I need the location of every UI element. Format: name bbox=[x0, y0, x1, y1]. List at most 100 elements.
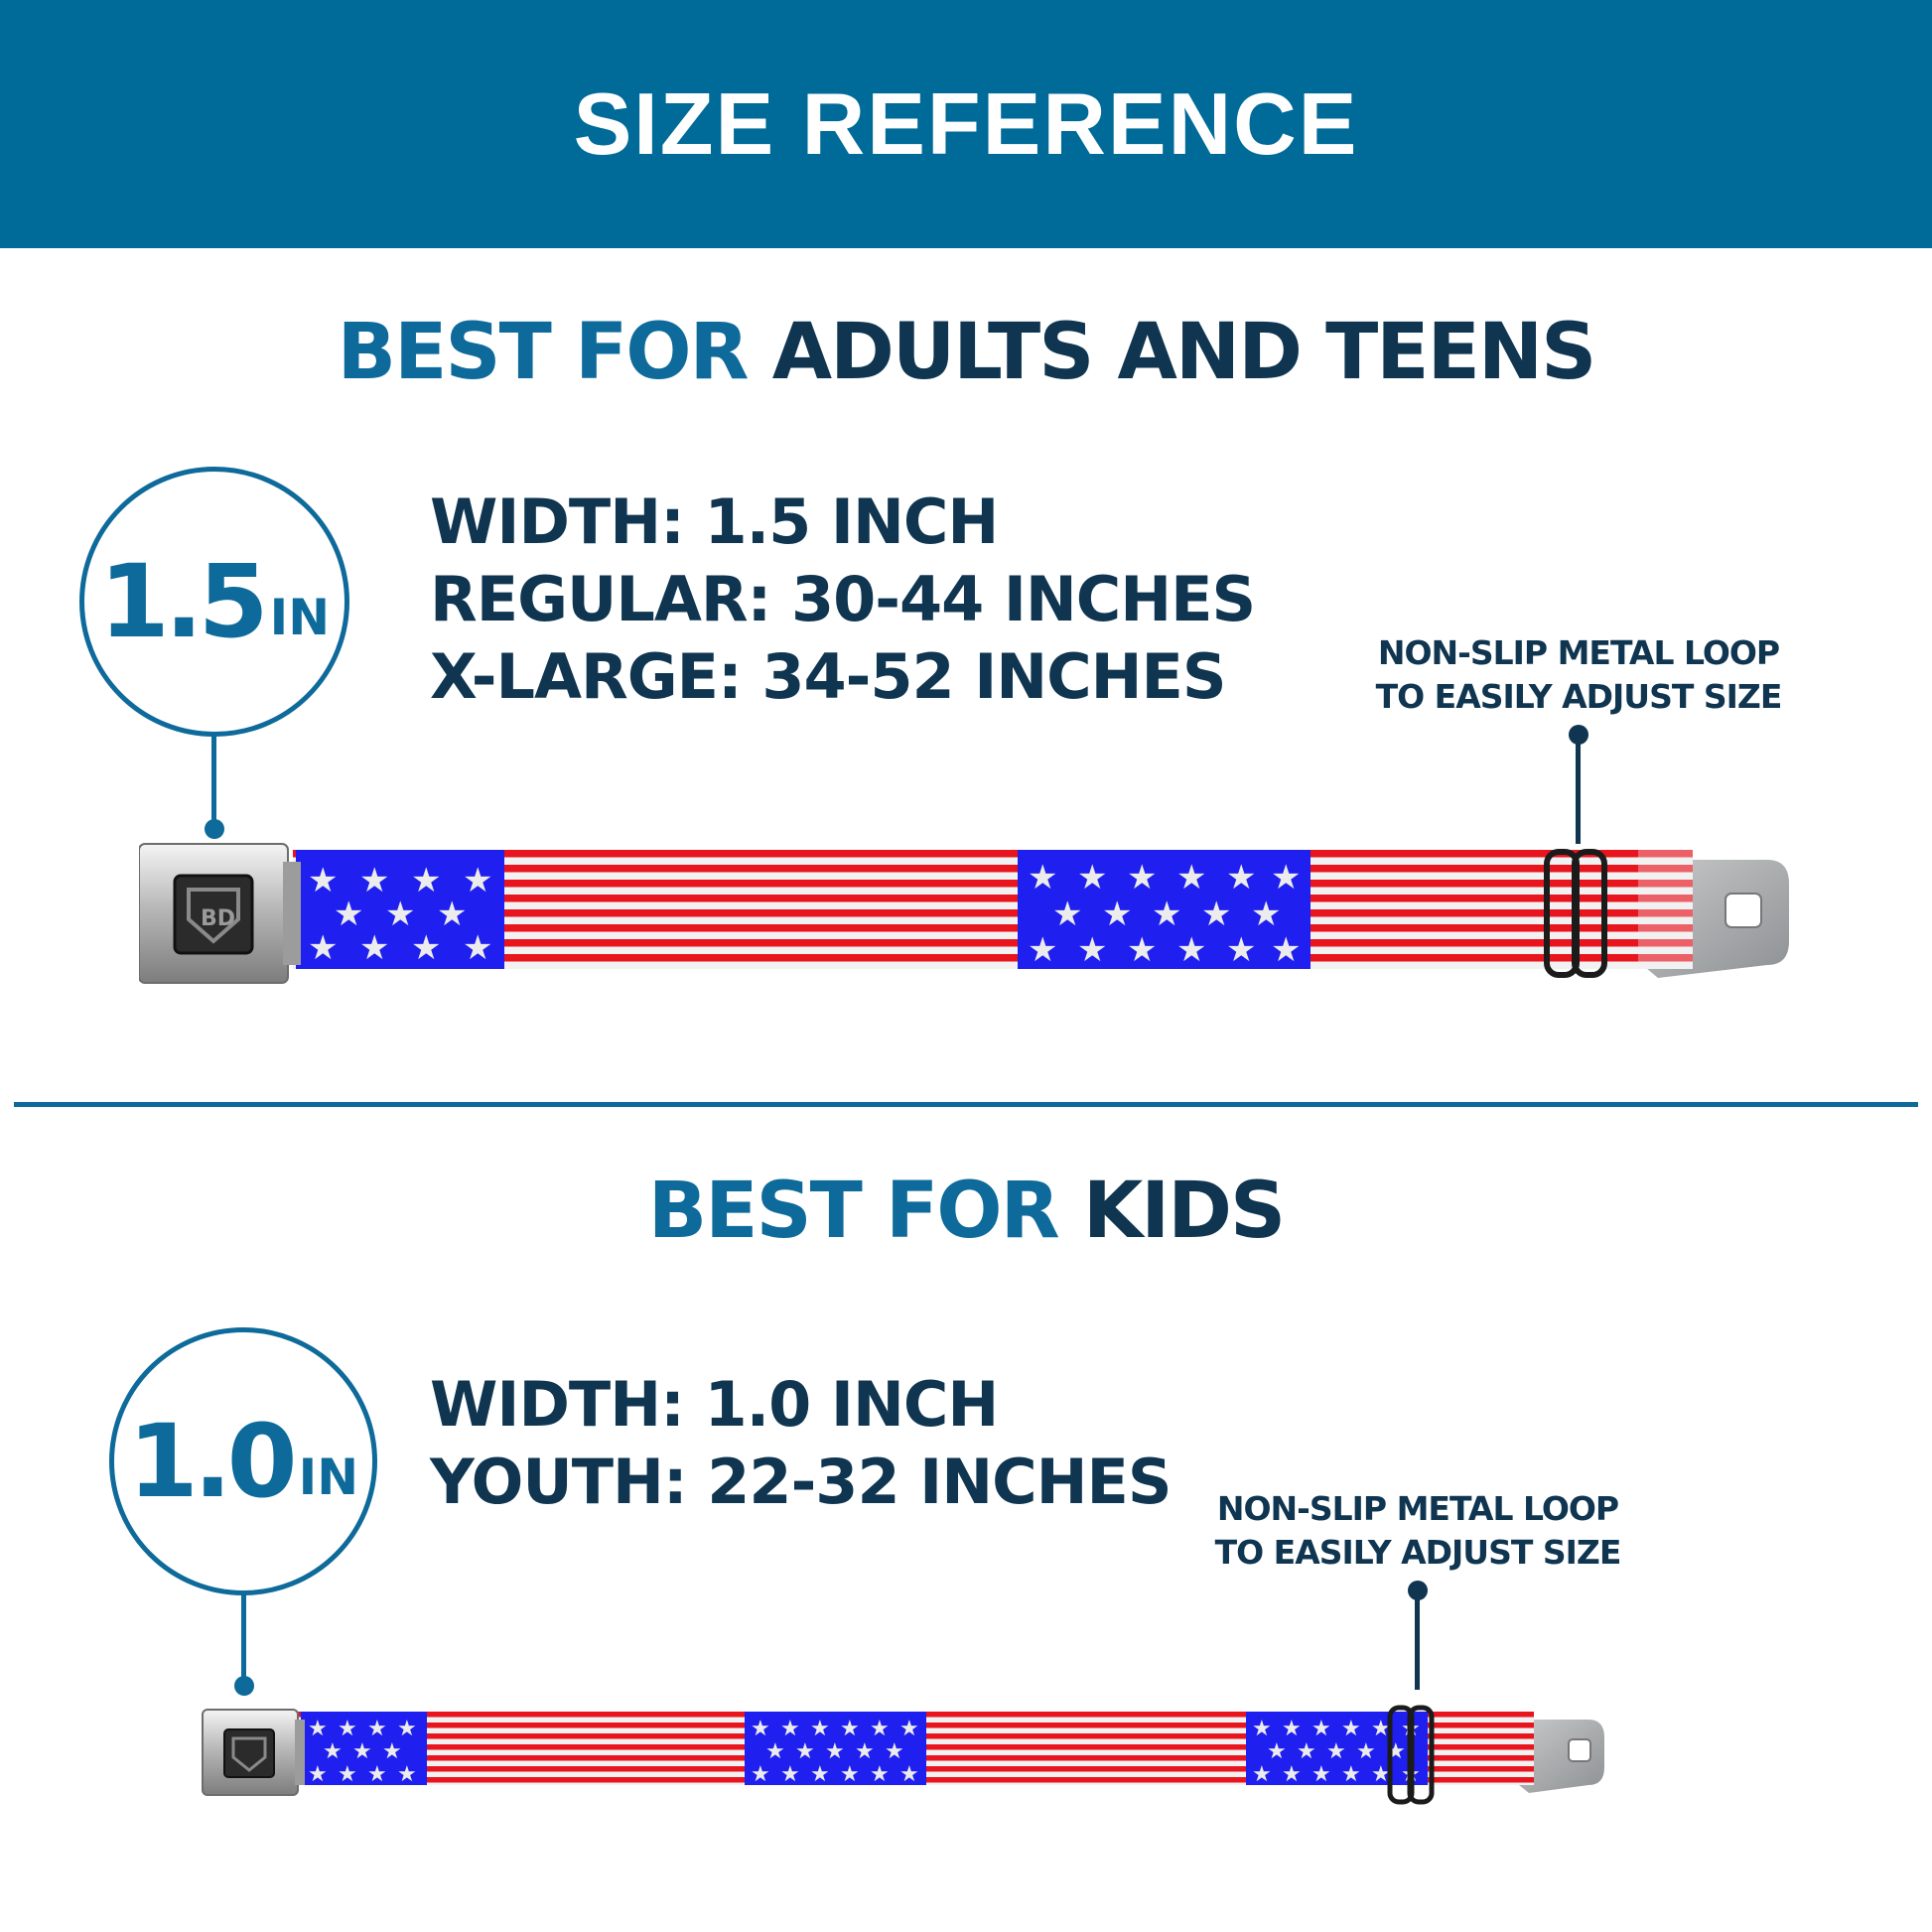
svg-text:★: ★ bbox=[780, 1717, 800, 1741]
svg-text:★: ★ bbox=[352, 1739, 372, 1764]
svg-text:★: ★ bbox=[1326, 1739, 1346, 1764]
svg-text:★: ★ bbox=[810, 1762, 830, 1787]
svg-text:★: ★ bbox=[1297, 1739, 1316, 1764]
svg-text:★: ★ bbox=[308, 1717, 328, 1741]
svg-text:★: ★ bbox=[1271, 930, 1301, 970]
svg-text:★: ★ bbox=[1311, 1717, 1331, 1741]
loop-note-kids: NON-SLIP METAL LOOP TO EASILY ADJUST SIZ… bbox=[1189, 1487, 1646, 1575]
adult-belt-image: ★ ★ ★ ★ ★ ★ ★ ★ ★ ★ ★ ★ ★ ★ ★ ★ ★ ★ ★ ★ ★ ★ ★ ★ ★ ★ ★ ★ BD bbox=[139, 843, 1789, 984]
svg-text:★: ★ bbox=[1028, 930, 1057, 970]
svg-text:★: ★ bbox=[463, 928, 492, 968]
svg-text:★: ★ bbox=[1077, 930, 1107, 970]
kids-belt-image: ★ ★ ★ ★ ★ ★ ★ ★ ★ ★ ★ ★ ★ ★ ★ ★ ★ ★ ★ ★ ★ ★ ★ ★ ★ ★ ★ ★ ★ ★ ★ ★ ★ ★… bbox=[202, 1705, 1604, 1805]
svg-text:★: ★ bbox=[780, 1762, 800, 1787]
svg-text:★: ★ bbox=[855, 1739, 875, 1764]
kids-heading-strong: KIDS bbox=[1082, 1167, 1286, 1256]
badge-unit: IN bbox=[269, 589, 331, 646]
svg-text:★: ★ bbox=[840, 1717, 860, 1741]
svg-text:★: ★ bbox=[411, 928, 441, 968]
svg-text:★: ★ bbox=[1267, 1739, 1287, 1764]
seatbelt-buckle-icon bbox=[202, 1709, 305, 1796]
seatbelt-buckle-icon: BD bbox=[139, 843, 301, 984]
svg-text:★: ★ bbox=[463, 861, 492, 900]
section-divider bbox=[14, 1102, 1918, 1107]
spec-youth: YOUTH: 22-32 INCHES bbox=[430, 1446, 1173, 1518]
svg-text:★: ★ bbox=[1226, 858, 1256, 897]
header-banner: SIZE REFERENCE bbox=[0, 0, 1932, 248]
star-icon: ★ ★ ★ ★ ★ ★ ★ ★ ★ ★ ★ ★ ★ ★ ★ ★ ★ ★ ★ ★ ★ ★ ★ ★ ★ ★ ★ ★ bbox=[308, 858, 1301, 970]
svg-text:★: ★ bbox=[1176, 858, 1206, 897]
svg-text:★: ★ bbox=[1282, 1762, 1302, 1787]
loop-note-line-2: TO EASILY ADJUST SIZE bbox=[1214, 1533, 1622, 1572]
star-field-3 bbox=[1246, 1712, 1428, 1785]
badge-connector-dot bbox=[234, 1676, 254, 1696]
badge-unit: IN bbox=[298, 1449, 359, 1506]
svg-text:★: ★ bbox=[1271, 858, 1301, 897]
svg-text:★: ★ bbox=[334, 895, 363, 934]
svg-text:★: ★ bbox=[308, 928, 338, 968]
badge-connector-dot bbox=[205, 819, 224, 839]
loop-connector-line bbox=[1576, 735, 1581, 844]
svg-text:★: ★ bbox=[1052, 895, 1082, 934]
svg-text:★: ★ bbox=[367, 1717, 387, 1741]
star-icon: ★ ★ ★ ★ ★ ★ ★ ★ ★ ★ ★ ★ ★ ★ ★ ★ ★ ★ ★ ★ ★ ★ ★ ★ ★ ★ ★ ★ ★ ★ ★ ★ ★ ★… bbox=[308, 1717, 1421, 1787]
svg-text:★: ★ bbox=[397, 1717, 417, 1741]
svg-text:★: ★ bbox=[1152, 895, 1181, 934]
svg-text:★: ★ bbox=[359, 928, 389, 968]
star-field-1 bbox=[296, 850, 504, 969]
loop-note-line-1: NON-SLIP METAL LOOP bbox=[1377, 633, 1780, 672]
svg-text:★: ★ bbox=[1251, 895, 1281, 934]
svg-text:★: ★ bbox=[382, 1739, 402, 1764]
svg-text:★: ★ bbox=[751, 1762, 770, 1787]
svg-text:★: ★ bbox=[885, 1739, 904, 1764]
svg-text:★: ★ bbox=[338, 1762, 357, 1787]
badge-connector-line bbox=[241, 1593, 246, 1688]
svg-text:★: ★ bbox=[1252, 1717, 1272, 1741]
adults-heading-strong: ADULTS AND TEENS bbox=[771, 308, 1597, 397]
svg-text:★: ★ bbox=[1371, 1762, 1391, 1787]
loop-note-line-1: NON-SLIP METAL LOOP bbox=[1216, 1489, 1619, 1528]
badge-number: 1.5 bbox=[98, 542, 269, 661]
svg-text:★: ★ bbox=[1201, 895, 1231, 934]
belt-strap bbox=[293, 850, 1693, 969]
kids-heading-accent: BEST FOR bbox=[647, 1167, 1060, 1256]
svg-text:★: ★ bbox=[1311, 1762, 1331, 1787]
star-field-2 bbox=[1018, 850, 1311, 969]
svg-text:★: ★ bbox=[899, 1717, 919, 1741]
svg-text:★: ★ bbox=[1356, 1739, 1376, 1764]
page-title: SIZE REFERENCE bbox=[573, 74, 1359, 173]
svg-text:★: ★ bbox=[367, 1762, 387, 1787]
svg-text:★: ★ bbox=[751, 1717, 770, 1741]
svg-text:★: ★ bbox=[1226, 930, 1256, 970]
kids-specs: WIDTH: 1.0 INCH YOUTH: 22-32 INCHES bbox=[430, 1366, 1173, 1521]
svg-text:★: ★ bbox=[1077, 858, 1107, 897]
spec-width: WIDTH: 1.0 INCH bbox=[430, 1368, 999, 1441]
svg-text:BD: BD bbox=[201, 906, 235, 931]
metal-loop-icon bbox=[1544, 849, 1607, 978]
metal-loop-icon bbox=[1387, 1705, 1435, 1805]
adults-specs: WIDTH: 1.5 INCH REGULAR: 30-44 INCHES X-… bbox=[430, 483, 1256, 716]
svg-text:★: ★ bbox=[899, 1762, 919, 1787]
svg-text:★: ★ bbox=[1176, 930, 1206, 970]
loop-note-adults: NON-SLIP METAL LOOP TO EASILY ADJUST SIZ… bbox=[1350, 631, 1807, 719]
loop-note-line-2: TO EASILY ADJUST SIZE bbox=[1375, 677, 1783, 716]
spec-regular: REGULAR: 30-44 INCHES bbox=[430, 563, 1256, 635]
svg-text:★: ★ bbox=[1028, 858, 1057, 897]
svg-text:★: ★ bbox=[1127, 930, 1157, 970]
svg-text:★: ★ bbox=[308, 861, 338, 900]
svg-text:★: ★ bbox=[1102, 895, 1132, 934]
svg-text:★: ★ bbox=[870, 1762, 890, 1787]
svg-text:★: ★ bbox=[1127, 858, 1157, 897]
svg-text:★: ★ bbox=[397, 1762, 417, 1787]
badge-connector-line bbox=[211, 735, 216, 834]
kids-heading: BEST FOR KIDS bbox=[0, 1167, 1932, 1256]
svg-text:★: ★ bbox=[308, 1762, 328, 1787]
svg-text:★: ★ bbox=[825, 1739, 845, 1764]
svg-text:★: ★ bbox=[385, 895, 415, 934]
width-badge-kids: 1.0 IN bbox=[109, 1327, 377, 1595]
svg-text:★: ★ bbox=[795, 1739, 815, 1764]
svg-text:★: ★ bbox=[411, 861, 441, 900]
svg-text:★: ★ bbox=[810, 1717, 830, 1741]
loop-connector-line bbox=[1415, 1590, 1420, 1690]
svg-text:★: ★ bbox=[1282, 1717, 1302, 1741]
